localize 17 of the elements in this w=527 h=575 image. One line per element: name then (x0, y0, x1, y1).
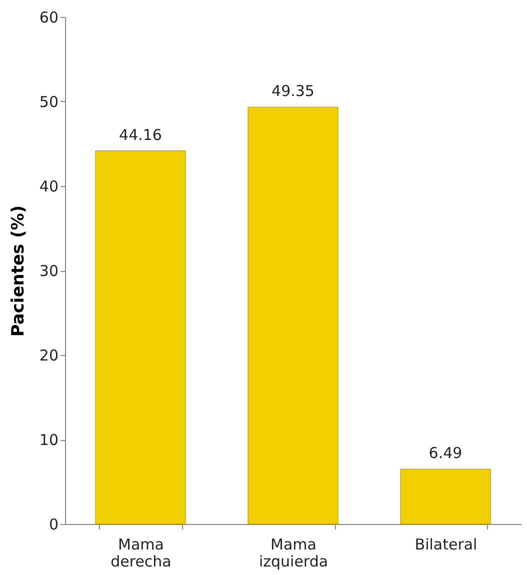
bar (95, 150, 186, 524)
y-tick-label: 60 (39, 8, 58, 26)
y-tick-label: 40 (39, 178, 58, 196)
bar (248, 106, 338, 524)
y-axis-title: Pacientes (%) (8, 205, 28, 337)
y-tick-label: 50 (39, 93, 58, 111)
y-tick-label: 0 (48, 516, 58, 534)
data-label: 6.49 (428, 444, 462, 462)
bar (400, 468, 491, 524)
y-tick-label: 30 (39, 262, 58, 280)
x-tick-label: Bilateral (414, 536, 478, 554)
y-tick-label: 10 (39, 431, 58, 449)
x-tick-label: Mama derecha (110, 536, 172, 570)
x-tick-label: Mama izquierda (258, 536, 328, 570)
y-tick-label: 20 (39, 346, 58, 364)
data-label: 44.16 (119, 126, 162, 144)
data-label: 49.35 (272, 82, 314, 100)
